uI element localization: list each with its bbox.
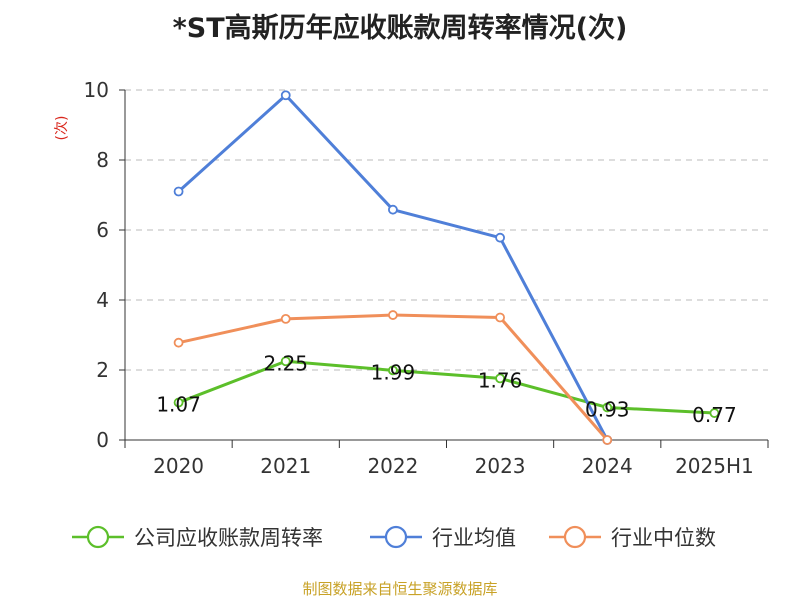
data-point-company [709, 408, 720, 418]
data-point-company [280, 356, 291, 367]
data-point-industry_median [173, 337, 184, 348]
series-line-industry_avg [177, 93, 609, 441]
data-point-industry_median [602, 435, 613, 445]
series-lines [173, 90, 720, 445]
legend: 公司应收账款周转率 行业均值 行业中位数 [72, 525, 716, 550]
y-tick-label: 2 [96, 358, 109, 382]
y-tick-label: 4 [96, 288, 109, 312]
data-label: 2.25 [263, 351, 308, 375]
y-tick-label: 8 [96, 148, 109, 172]
legend-marker [86, 525, 110, 549]
legend-marker [563, 525, 587, 549]
grid-lines [125, 89, 768, 371]
data-point-industry_avg [388, 204, 398, 215]
data-point-industry_median [280, 313, 291, 324]
data-label: 0.93 [585, 397, 630, 421]
series-line-company [178, 359, 715, 415]
source-note: 制图数据来自恒生聚源数据库 [302, 580, 498, 598]
data-point-industry_median [495, 312, 505, 323]
data-point-company [602, 402, 613, 413]
axes: 0 2 4 6 8 10 2020 2021 2022 2023 2024 2025H1 [84, 78, 769, 478]
legend-label: 公司应收账款周转率 [134, 526, 323, 550]
data-label: 1.99 [371, 360, 416, 384]
data-point-industry_avg [173, 186, 184, 197]
legend-marker [384, 525, 408, 549]
data-labels: 1.07 2.25 1.99 1.76 0.93 0.77 [156, 351, 736, 427]
data-label: 1.07 [156, 393, 201, 417]
y-tick-label: 0 [96, 428, 109, 452]
data-point-company [173, 397, 184, 408]
data-point-industry_median [388, 310, 398, 320]
x-tick-label: 2024 [582, 454, 633, 478]
data-point-industry_avg [495, 232, 505, 243]
data-point-company [495, 373, 505, 384]
data-point-company [388, 365, 398, 376]
x-tick-label: 2022 [367, 454, 418, 478]
data-label: 0.77 [692, 403, 737, 427]
x-tick-label: 2020 [153, 454, 204, 478]
legend-label: 行业均值 [432, 526, 516, 550]
y-tick-label: 10 [84, 78, 109, 102]
chart-title: *ST高斯历年应收账款周转率情况(次) [172, 13, 628, 44]
data-point-industry_avg [280, 90, 291, 101]
x-tick-label: 2021 [260, 454, 311, 478]
legend-label: 行业中位数 [611, 526, 716, 550]
x-tick-label: 2023 [475, 454, 526, 478]
y-tick-label: 6 [96, 218, 109, 242]
y-axis-unit-label: (次) [54, 116, 70, 141]
x-tick-label: 2025H1 [675, 454, 754, 478]
data-label: 1.76 [478, 368, 523, 392]
